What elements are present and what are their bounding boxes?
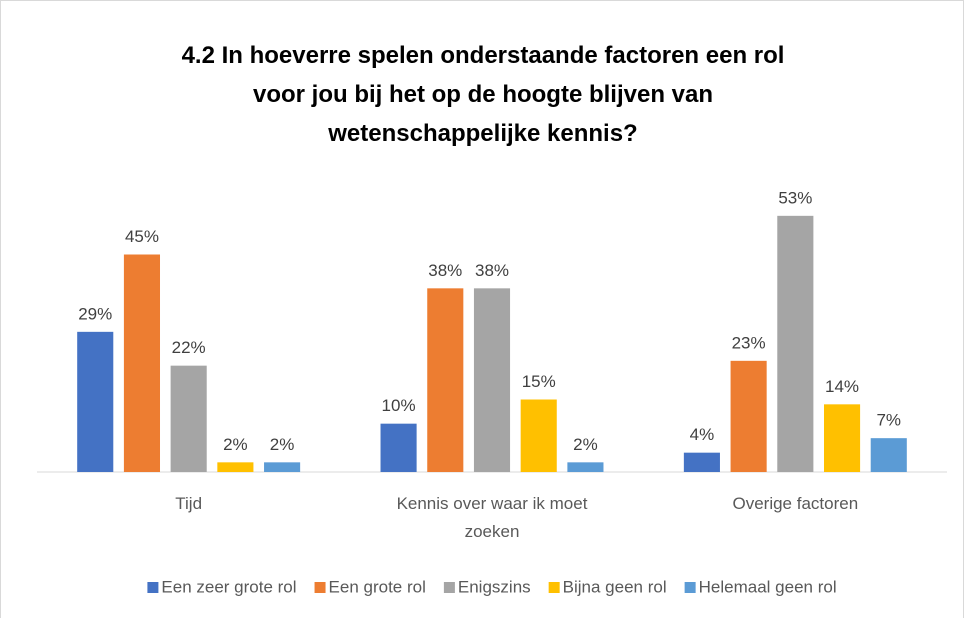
legend-swatch xyxy=(443,582,455,593)
data-label: 4% xyxy=(690,425,715,444)
bar xyxy=(520,399,557,472)
x-tick-label: Overige factoren xyxy=(732,494,858,513)
bar xyxy=(823,404,861,472)
bar xyxy=(730,360,767,472)
bar xyxy=(870,438,907,472)
data-label: 10% xyxy=(382,396,416,415)
data-label: 2% xyxy=(270,435,295,454)
data-label: 45% xyxy=(125,227,159,246)
x-tick-label: Tijd xyxy=(175,494,202,513)
data-label: 29% xyxy=(78,304,112,323)
bar xyxy=(170,365,207,472)
legend-swatch xyxy=(147,582,159,593)
bar xyxy=(380,423,417,472)
bar xyxy=(77,331,114,472)
legend-swatch xyxy=(684,582,696,593)
bar xyxy=(473,288,511,472)
data-label: 15% xyxy=(522,372,556,391)
bar xyxy=(217,462,254,472)
legend-label: Bijna geen rol xyxy=(563,577,667,596)
data-label: 2% xyxy=(223,435,248,454)
bar xyxy=(264,462,301,472)
bar xyxy=(777,215,814,473)
data-label: 38% xyxy=(428,261,462,280)
legend-label: Een zeer grote rol xyxy=(161,577,296,596)
data-label: 53% xyxy=(778,188,812,207)
legend-label: Helemaal geen rol xyxy=(699,577,837,596)
x-tick-label: Kennis over waar ik moet zoeken xyxy=(397,494,588,541)
chart-title: 4.2 In hoeverre spelen onderstaande fact… xyxy=(182,42,785,147)
bar xyxy=(123,254,161,472)
data-label: 38% xyxy=(475,261,509,280)
bar xyxy=(427,288,464,472)
legend-swatch xyxy=(548,582,560,593)
data-label: 7% xyxy=(876,411,901,430)
bar xyxy=(567,462,604,472)
data-label: 22% xyxy=(172,338,206,357)
legend-swatch xyxy=(314,582,326,593)
data-label: 2% xyxy=(573,435,598,454)
legend-label: Een grote rol xyxy=(329,577,426,596)
bar xyxy=(683,452,720,472)
data-label: 14% xyxy=(825,377,859,396)
data-label: 23% xyxy=(732,333,766,352)
legend-label: Enigszins xyxy=(458,577,531,596)
